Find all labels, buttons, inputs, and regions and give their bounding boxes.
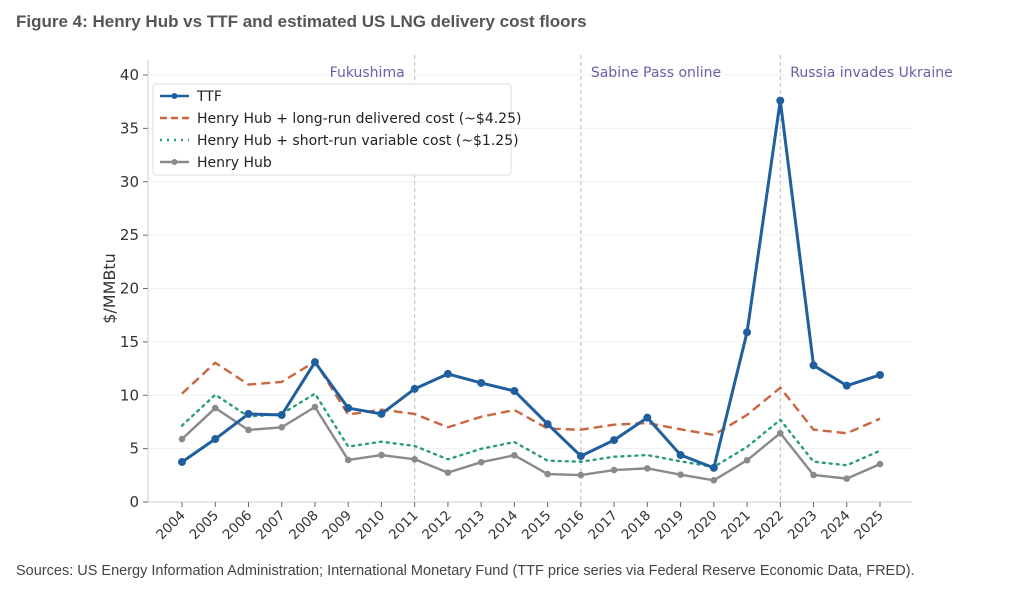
data-point [710, 477, 718, 484]
data-point [443, 369, 452, 378]
data-point [510, 386, 519, 395]
data-point [544, 470, 551, 478]
data-point [842, 381, 851, 390]
y-tick-label: 10 [120, 386, 139, 404]
data-point [377, 409, 386, 418]
data-point [776, 96, 785, 105]
series-line [181, 405, 881, 482]
data-point [511, 452, 518, 459]
x-tick-label: 2020 [685, 508, 721, 544]
data-point [676, 451, 685, 460]
data-point [776, 429, 784, 437]
data-point [876, 460, 884, 468]
x-tick-label: 2023 [785, 508, 821, 544]
data-point [809, 361, 818, 370]
data-point [344, 456, 352, 464]
legend-label: Henry Hub + long-run delivered cost (~$4… [197, 111, 521, 127]
data-point [610, 436, 619, 445]
data-point [743, 456, 751, 464]
data-point [444, 469, 452, 476]
data-point [709, 463, 718, 472]
legend-label: Henry Hub [197, 155, 272, 171]
y-tick-label: 35 [120, 119, 139, 137]
legend-marker [171, 93, 178, 99]
y-axis-label: $/MMBtu [100, 253, 119, 324]
y-tick-label: 40 [120, 66, 139, 84]
data-point [178, 457, 186, 466]
data-point [277, 410, 286, 419]
data-point [577, 471, 585, 479]
x-tick-label: 2015 [519, 508, 555, 544]
legend-marker [171, 159, 178, 165]
data-point [477, 378, 486, 387]
x-tick-label: 2004 [153, 508, 189, 544]
x-tick-label: 2013 [452, 508, 488, 544]
data-point [876, 370, 884, 379]
data-point [378, 451, 385, 459]
y-tick-label: 5 [129, 440, 139, 458]
x-tick-label: 2018 [619, 508, 655, 544]
series-line [180, 392, 882, 469]
y-tick-label: 30 [120, 173, 139, 191]
series-line [181, 99, 881, 470]
data-point [643, 413, 652, 422]
data-point [610, 466, 618, 474]
event-label: Sabine Pass online [591, 65, 721, 81]
y-tick-label: 20 [120, 280, 139, 298]
series-line [181, 360, 881, 437]
legend-label: Henry Hub + short-run variable cost (~$1… [197, 133, 519, 149]
y-tick-label: 15 [120, 333, 139, 351]
x-tick-label: 2022 [752, 508, 788, 544]
y-tick-label: 0 [129, 493, 139, 511]
data-point [677, 471, 684, 478]
data-point [278, 423, 286, 431]
data-point [576, 452, 585, 461]
x-tick-label: 2010 [353, 508, 389, 544]
x-tick-label: 2019 [652, 508, 688, 544]
x-tick-label: 2011 [386, 508, 422, 544]
data-point [477, 458, 485, 466]
x-tick-label: 2008 [286, 508, 322, 544]
x-tick-label: 2016 [552, 508, 588, 544]
data-point [410, 384, 419, 393]
event-label: Fukushima [330, 65, 405, 81]
data-point [245, 426, 252, 434]
data-point [311, 403, 319, 411]
x-tick-label: 2009 [319, 508, 355, 544]
figure-title: Figure 4: Henry Hub vs TTF and estimated… [16, 12, 587, 31]
data-point [211, 435, 220, 444]
x-tick-label: 2025 [851, 508, 887, 544]
legend-label: TTF [196, 89, 222, 105]
legend-box [152, 83, 512, 176]
x-tick-label: 2005 [186, 508, 222, 544]
data-point [644, 465, 651, 472]
x-tick-label: 2012 [419, 508, 455, 544]
source-note: Sources: US Energy Information Administr… [16, 563, 915, 579]
x-tick-label: 2017 [585, 508, 621, 544]
x-tick-label: 2007 [253, 508, 289, 544]
event-label: Russia invades Ukraine [790, 65, 952, 81]
data-point [743, 328, 752, 337]
data-point [178, 435, 186, 443]
x-tick-label: 2014 [486, 508, 522, 544]
data-point [411, 456, 418, 463]
data-point [843, 475, 851, 482]
y-tick-label: 25 [120, 226, 139, 244]
data-point [211, 404, 219, 412]
data-point [810, 471, 817, 479]
data-point [543, 420, 552, 429]
x-tick-label: 2024 [818, 508, 854, 544]
data-point [344, 404, 353, 413]
data-point [310, 358, 319, 367]
x-tick-label: 2021 [718, 508, 754, 544]
data-point [244, 409, 253, 418]
x-tick-label: 2006 [220, 508, 256, 544]
